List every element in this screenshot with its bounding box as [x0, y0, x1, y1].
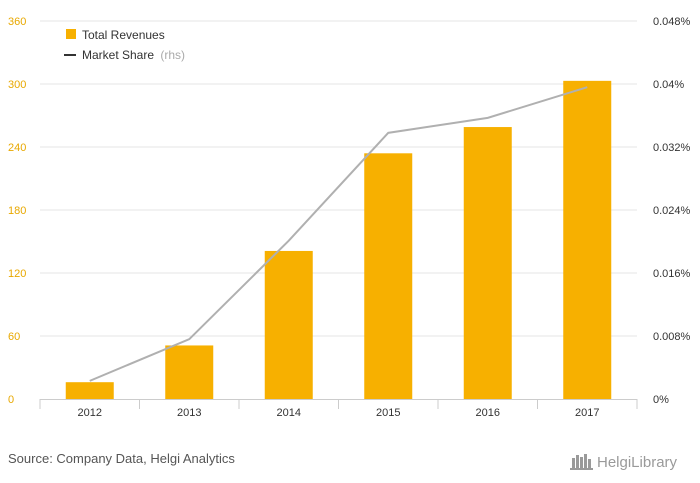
- source-note: Source: Company Data, Helgi Analytics: [8, 451, 235, 466]
- x-axis: 2012 2013 2014 2015 2016 2017: [39, 399, 638, 419]
- gridlines: [40, 20, 637, 337]
- right-tick-label: 0.048%: [653, 16, 691, 28]
- left-tick-label: 120: [8, 268, 26, 280]
- left-tick-label: 360: [8, 16, 26, 28]
- right-tick-label: 0.024%: [653, 205, 691, 217]
- left-tick-label: 60: [8, 331, 20, 343]
- x-tick-label: 2013: [177, 407, 201, 419]
- right-tick-label: 0.008%: [653, 331, 691, 343]
- legend-label-market-share: Market Share (rhs): [82, 48, 185, 62]
- left-y-axis: 0 60 120 180 240 300 360: [8, 16, 26, 406]
- left-tick-label: 0: [8, 394, 14, 406]
- market-share-polyline: [89, 86, 588, 382]
- left-tick-label: 180: [8, 205, 26, 217]
- legend: Total Revenues Market Share (rhs): [64, 28, 185, 62]
- x-tick-label: 2015: [376, 407, 400, 419]
- x-tick-label: 2016: [476, 407, 500, 419]
- right-tick-label: 0.032%: [653, 142, 691, 154]
- legend-market-share-name: Market Share: [82, 48, 154, 62]
- bar-2012: [65, 382, 114, 399]
- legend-swatch-market-share: [64, 54, 76, 56]
- left-tick-label: 240: [8, 142, 26, 154]
- x-tick-label: 2017: [575, 407, 599, 419]
- bar-2014: [264, 250, 313, 399]
- market-share-line: [89, 86, 588, 382]
- left-tick-label: 300: [8, 79, 26, 91]
- legend-label-revenues: Total Revenues: [82, 28, 165, 42]
- bar-2013: [165, 345, 214, 399]
- right-tick-label: 0%: [653, 394, 669, 406]
- right-tick-label: 0.04%: [653, 79, 684, 91]
- right-y-axis: 0% 0.008% 0.016% 0.024% 0.032% 0.04% 0.048%: [653, 16, 691, 406]
- revenue-bars: [65, 80, 612, 400]
- logo-text: HelgiLibrary: [597, 454, 678, 471]
- x-tick-label: 2014: [277, 407, 301, 419]
- legend-swatch-revenues: [66, 29, 76, 39]
- right-tick-label: 0.016%: [653, 268, 691, 280]
- legend-market-share-suffix: (rhs): [160, 48, 185, 62]
- bar-2017: [563, 80, 612, 399]
- bar-2015: [364, 153, 413, 399]
- bar-2016: [463, 127, 512, 400]
- x-tick-label: 2012: [78, 407, 102, 419]
- library-icon: [570, 454, 593, 470]
- helgi-logo: HelgiLibrary: [570, 454, 678, 471]
